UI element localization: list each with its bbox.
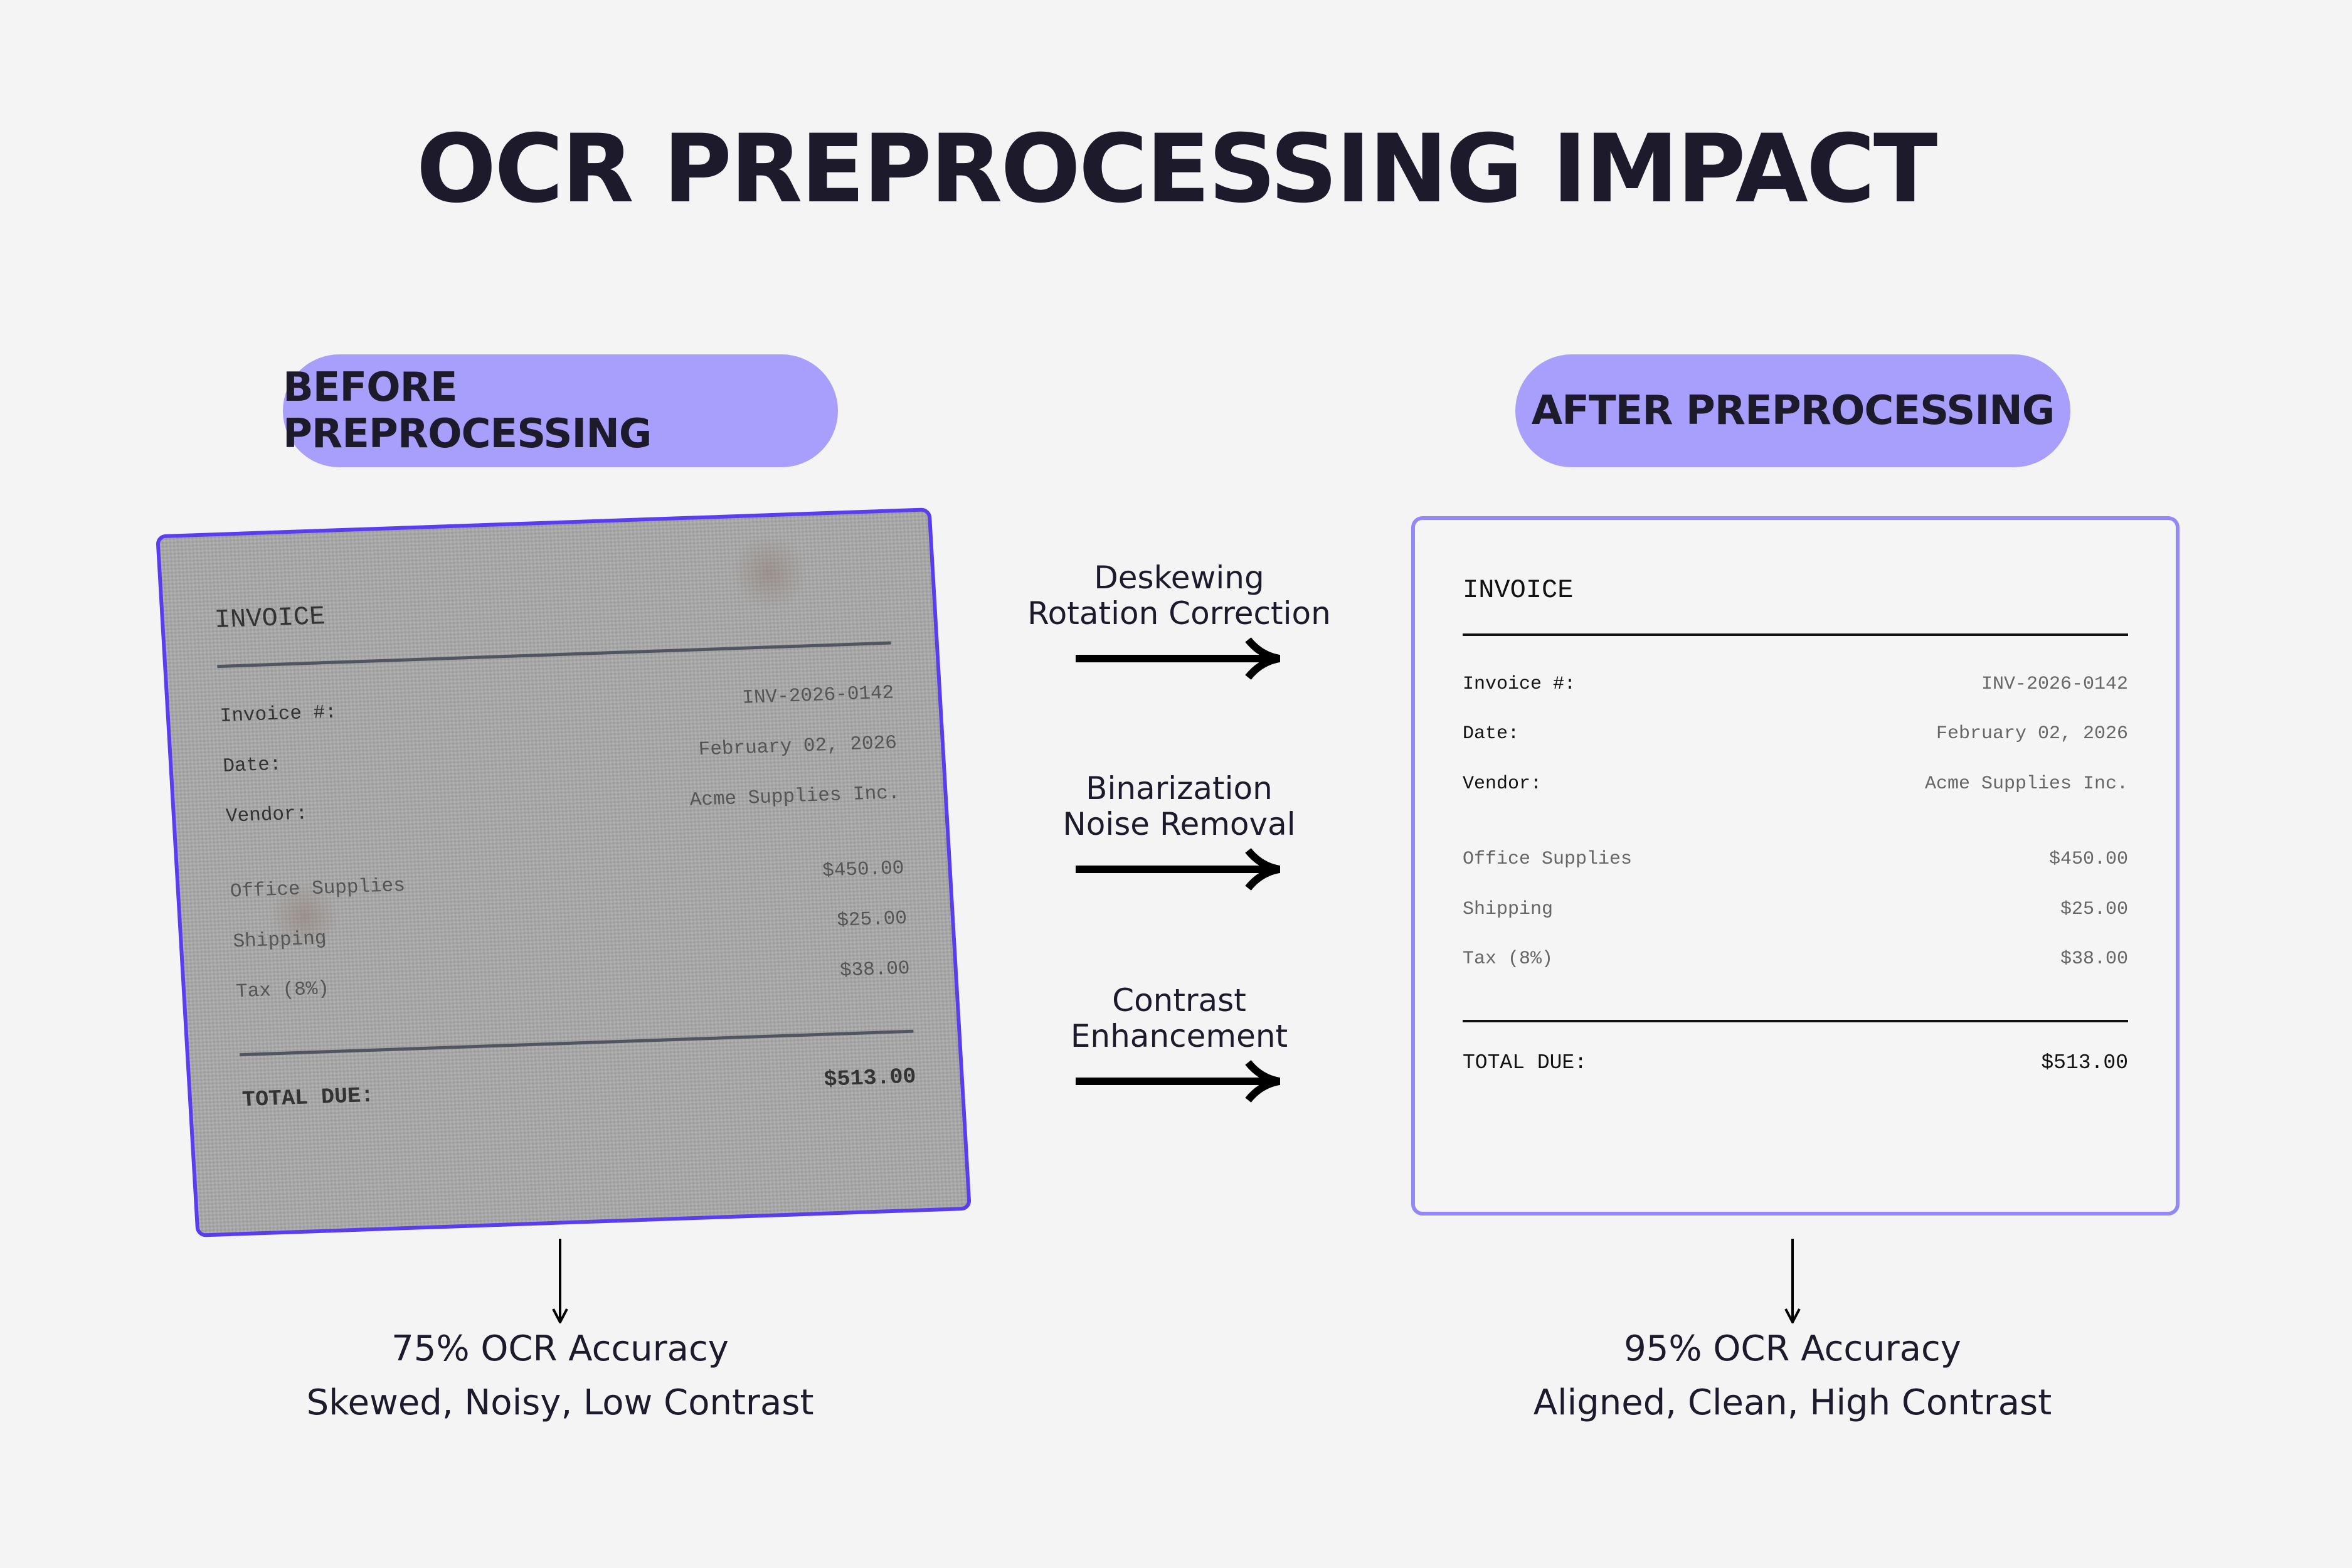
invoice-heading: INVOICE	[1463, 575, 1574, 605]
item-label: Tax (8%)	[1463, 948, 1554, 970]
line-item-row: Shipping $25.00	[1463, 899, 2128, 920]
divider	[1463, 633, 2128, 636]
item-value: $38.00	[839, 957, 911, 982]
step-contrast: Contrast Enhancement	[991, 983, 1367, 1103]
field-value: Acme Supplies Inc.	[689, 782, 901, 812]
invoice-heading: INVOICE	[213, 601, 326, 636]
step-deskewing: Deskewing Rotation Correction	[991, 560, 1367, 681]
page-title: OCR PREPROCESSING IMPACT	[416, 115, 1937, 224]
line-item-row: Office Supplies $450.00	[230, 857, 904, 903]
line-item-row: Tax (8%) $38.00	[235, 958, 910, 1003]
before-accuracy: 75% OCR Accuracy	[391, 1328, 729, 1369]
item-label: Office Supplies	[1463, 849, 1633, 870]
field-label: Date:	[1463, 723, 1520, 744]
before-description: Skewed, Noisy, Low Contrast	[306, 1382, 814, 1423]
divider	[239, 1029, 914, 1057]
field-row: Date: February 02, 2026	[1463, 723, 2128, 744]
field-label: Date:	[222, 753, 282, 778]
field-value: February 02, 2026	[1936, 723, 2128, 744]
total-row: TOTAL DUE: $513.00	[1463, 1051, 2128, 1074]
field-value: February 02, 2026	[697, 732, 898, 761]
divider	[1463, 1020, 2128, 1022]
arrow-right-icon	[1076, 848, 1281, 891]
item-value: $25.00	[2060, 899, 2128, 920]
after-label-pill: AFTER PREPROCESSING	[1515, 354, 2070, 467]
field-row: Date: February 02, 2026	[223, 732, 898, 777]
item-label: Office Supplies	[230, 874, 406, 903]
field-row: Vendor: Acme Supplies Inc.	[1463, 773, 2128, 795]
field-label: Invoice #:	[1463, 674, 1576, 695]
arrow-down-icon	[552, 1239, 568, 1323]
field-value: Acme Supplies Inc.	[1924, 773, 2128, 795]
after-description: Aligned, Clean, High Contrast	[1533, 1382, 2052, 1423]
step-line-2: Noise Removal	[1062, 806, 1296, 842]
before-result: 75% OCR Accuracy Skewed, Noisy, Low Cont…	[184, 1322, 936, 1430]
field-label: Vendor:	[225, 803, 309, 828]
step-line-2: Rotation Correction	[1027, 595, 1331, 632]
field-label: Invoice #:	[219, 701, 337, 728]
step-binarization: Binarization Noise Removal	[991, 771, 1367, 891]
step-line-1: Deskewing	[1094, 559, 1264, 596]
item-value: $38.00	[2060, 948, 2128, 970]
after-result: 95% OCR Accuracy Aligned, Clean, High Co…	[1416, 1322, 2169, 1430]
item-value: $25.00	[836, 907, 908, 932]
line-item-row: Tax (8%) $38.00	[1463, 948, 2128, 970]
line-item-row: Office Supplies $450.00	[1463, 849, 2128, 870]
arrow-down-icon	[1784, 1239, 1801, 1323]
total-value: $513.00	[823, 1064, 917, 1093]
field-row: Vendor: Acme Supplies Inc.	[225, 782, 900, 827]
total-label: TOTAL DUE:	[241, 1083, 375, 1113]
arrow-right-icon	[1076, 1060, 1281, 1103]
field-value: INV-2026-0142	[741, 682, 895, 709]
step-line-1: Binarization	[1086, 770, 1273, 807]
total-value: $513.00	[2041, 1051, 2128, 1074]
step-line-2: Enhancement	[1070, 1018, 1288, 1054]
after-accuracy: 95% OCR Accuracy	[1624, 1328, 1961, 1369]
before-label-pill: BEFORE PREPROCESSING	[283, 354, 838, 467]
item-value: $450.00	[822, 857, 905, 882]
field-row: Invoice #: INV-2026-0142	[220, 682, 894, 727]
line-item-row: Shipping $25.00	[233, 908, 908, 953]
field-value: INV-2026-0142	[1981, 674, 2128, 695]
after-invoice-card: INVOICE Invoice #: INV-2026-0142 Date: F…	[1411, 516, 2180, 1216]
item-label: Tax (8%)	[235, 978, 331, 1004]
arrow-right-icon	[1076, 637, 1281, 680]
item-label: Shipping	[1463, 899, 1554, 920]
item-value: $450.00	[2048, 849, 2128, 870]
field-label: Vendor:	[1463, 773, 1542, 795]
divider	[217, 641, 891, 669]
total-label: TOTAL DUE:	[1463, 1051, 1587, 1074]
step-line-1: Contrast	[1112, 982, 1246, 1019]
before-invoice-card: INVOICE Invoice #: INV-2026-0142 Date: F…	[156, 507, 972, 1237]
item-label: Shipping	[232, 928, 327, 953]
field-row: Invoice #: INV-2026-0142	[1463, 674, 2128, 695]
total-row: TOTAL DUE: $513.00	[241, 1064, 917, 1113]
